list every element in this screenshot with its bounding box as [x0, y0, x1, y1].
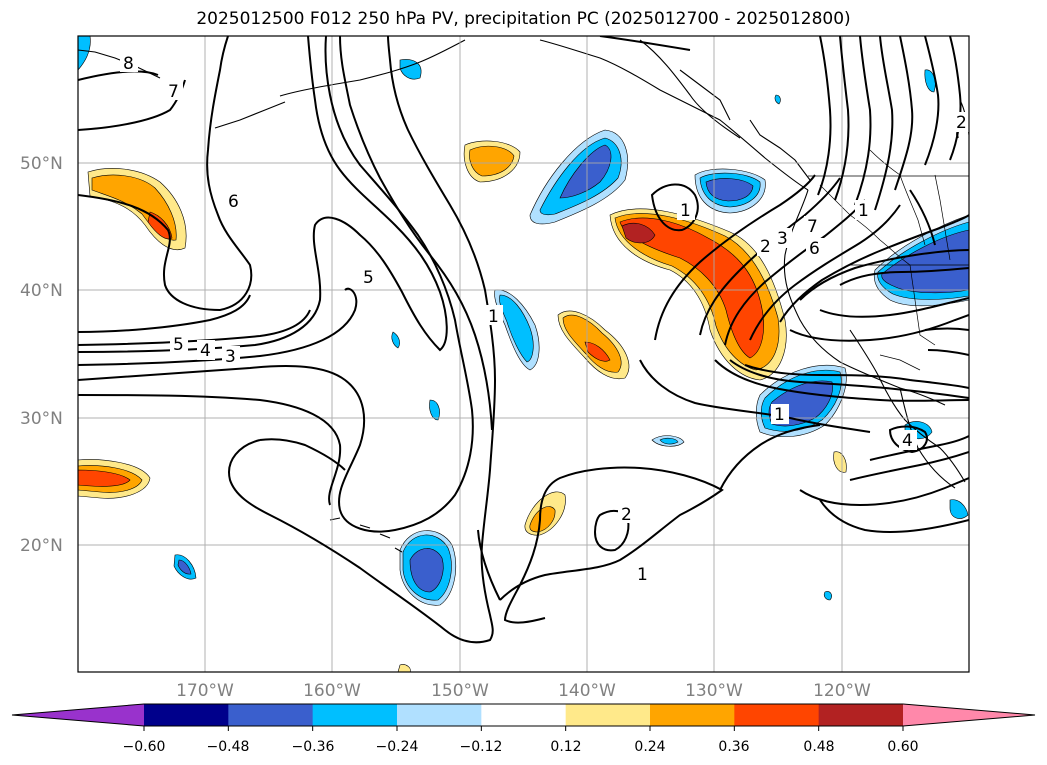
- contour-label: 6: [809, 239, 820, 259]
- contour-label: 5: [363, 268, 374, 288]
- colorbar-tick-label: −0.60: [123, 739, 166, 755]
- colorbar-tick-label: −0.24: [376, 739, 419, 755]
- colorbar-segment: [144, 704, 229, 726]
- colorbar-tick-label: 0.48: [803, 739, 834, 755]
- lon-tick-label: 120°W: [813, 681, 871, 701]
- lat-tick-label: 20°N: [20, 536, 63, 556]
- colorbar-segment: [481, 704, 567, 726]
- lon-tick-label: 130°W: [685, 681, 743, 701]
- contour-label: 7: [168, 82, 179, 102]
- colorbar-extend-low: [12, 704, 144, 726]
- colorbar-segment: [650, 704, 735, 726]
- colorbar-tick-labels: −0.60 −0.48 −0.36 −0.24 −0.12 0.12 0.24 …: [123, 739, 919, 755]
- colorbar-segment: [565, 704, 651, 726]
- contour-label-group: 8 7 6 5 5 4 3 1 1 1 2 3 6 7: [120, 52, 969, 585]
- pv-contours: [78, 36, 969, 644]
- contour-label: 2: [621, 505, 632, 525]
- contour-label: 1: [858, 201, 869, 221]
- colorbar-tick-label: 0.36: [718, 739, 749, 755]
- lat-tick-label: 40°N: [20, 281, 63, 301]
- colorbar-extend-high: [903, 704, 1035, 726]
- lat-tick-label: 50°N: [20, 154, 63, 174]
- contour-label: 7: [807, 217, 818, 237]
- lon-tick-label: 160°W: [303, 681, 361, 701]
- contour-label: 1: [488, 307, 499, 327]
- contour-label: 3: [225, 347, 236, 367]
- colorbar-segment: [228, 704, 314, 726]
- plot-area: 8 7 6 5 5 4 3 1 1 1 2 3 6 7: [78, 36, 969, 672]
- contour-label: 5: [173, 335, 184, 355]
- colorbar-segment: [734, 704, 820, 726]
- latitude-labels: 20°N 30°N 40°N 50°N: [20, 154, 63, 556]
- colorbar-tick-label: 0.60: [887, 739, 918, 755]
- contour-label: 8: [123, 54, 134, 74]
- colorbar-segment: [397, 704, 482, 726]
- lon-tick-label: 150°W: [431, 681, 489, 701]
- lon-tick-label: 140°W: [558, 681, 616, 701]
- contour-label: 2: [760, 237, 771, 257]
- colorbar-tick-label: 0.24: [634, 739, 665, 755]
- coastlines: [78, 39, 969, 553]
- contour-label: 4: [902, 431, 913, 451]
- contour-label: 6: [228, 192, 239, 212]
- colorbar-tick-label: −0.36: [292, 739, 335, 755]
- colorbar-segment: [818, 704, 904, 726]
- contour-label: 1: [637, 565, 648, 585]
- plot-frame: [77, 35, 970, 673]
- colorbar-tick-label: −0.48: [207, 739, 250, 755]
- colorbar-segment: [312, 704, 398, 726]
- map-title: 2025012500 F012 250 hPa PV, precipitatio…: [196, 9, 851, 29]
- colorbar-tick-label: 0.12: [550, 739, 581, 755]
- contour-label: 2: [956, 113, 967, 133]
- contour-label: 4: [200, 341, 211, 361]
- colorbar-tick-label: −0.12: [460, 739, 503, 755]
- contour-label: 3: [777, 229, 788, 249]
- contour-label: 1: [680, 201, 691, 221]
- contour-label: 1: [774, 405, 785, 425]
- colorbar: [11, 703, 1036, 731]
- lat-tick-label: 30°N: [20, 409, 63, 429]
- lon-tick-label: 170°W: [176, 681, 234, 701]
- longitude-labels: 170°W 160°W 150°W 140°W 130°W 120°W: [176, 681, 871, 701]
